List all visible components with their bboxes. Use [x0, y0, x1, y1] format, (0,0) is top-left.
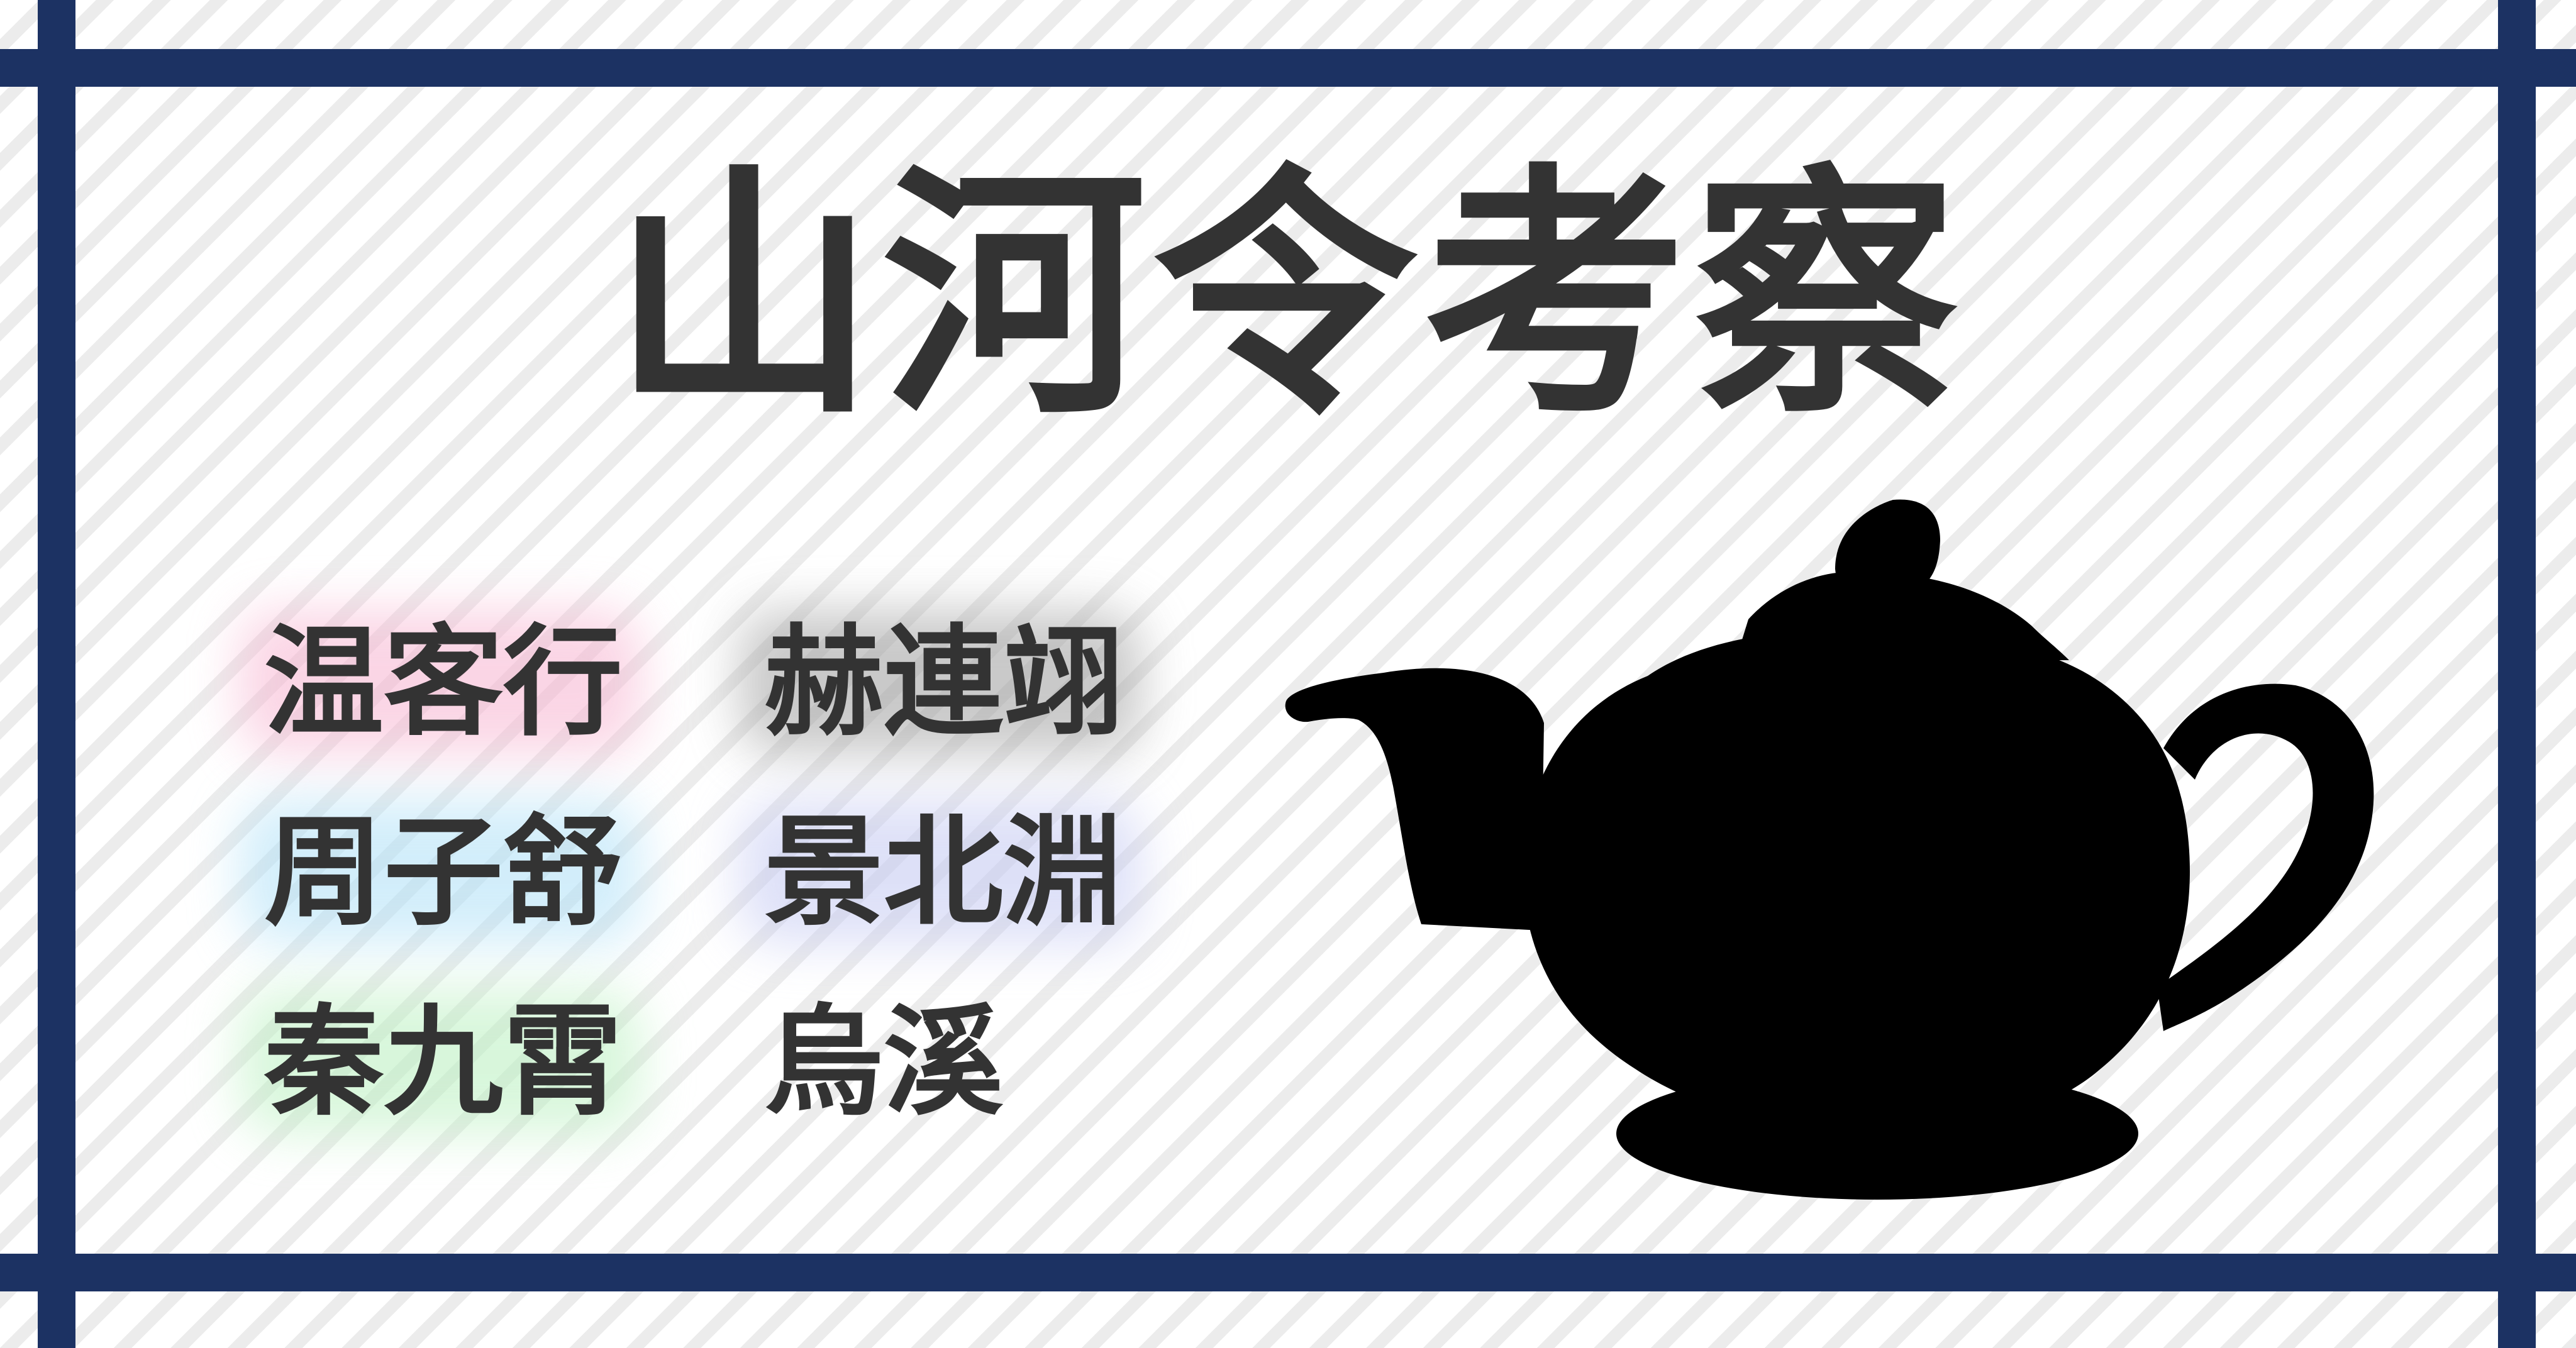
character-name-4: 景北淵 [739, 793, 1167, 951]
character-name-3: 赫連翊 [739, 604, 1167, 761]
teapot-silhouette-icon [1285, 499, 2374, 1200]
character-name-5: 烏溪 [764, 992, 1004, 1132]
name-glow [239, 990, 641, 1134]
frame-bottom-line [0, 1254, 2576, 1291]
frame-right-line [2498, 0, 2536, 1348]
teapot-shape [1285, 499, 2374, 1200]
character-name-0: 温客行 [239, 604, 667, 761]
name-glow [739, 610, 1141, 754]
name-glow [239, 610, 641, 754]
name-glow [739, 800, 1141, 944]
character-name-2: 秦九霄 [239, 983, 667, 1141]
frame-left-line [38, 0, 75, 1348]
name-glow [239, 800, 641, 944]
character-name-1: 周子舒 [239, 793, 667, 951]
frame-top-line [0, 49, 2576, 87]
page-title: 山河令考察 [612, 140, 1964, 450]
